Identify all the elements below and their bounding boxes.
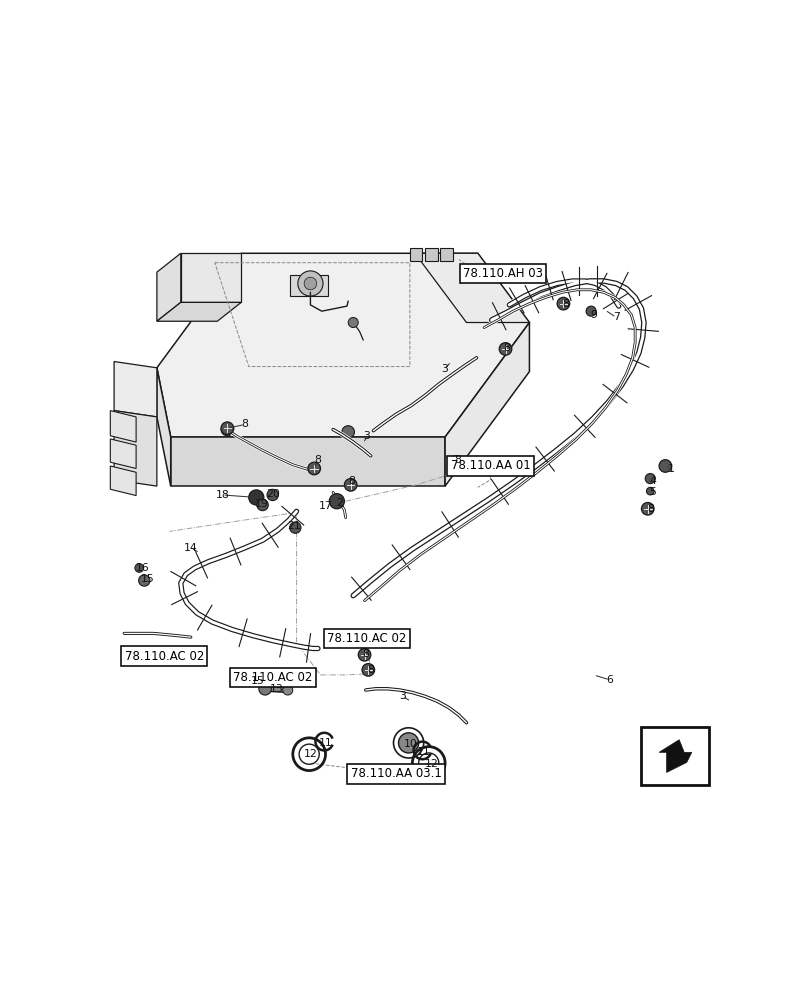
Circle shape [267,489,278,501]
Text: 4: 4 [649,476,655,486]
Circle shape [290,522,301,533]
Circle shape [135,564,144,572]
Polygon shape [114,362,157,417]
Text: 11: 11 [416,747,430,757]
Text: 8: 8 [362,649,369,659]
Circle shape [362,664,374,676]
Text: 9: 9 [590,310,596,320]
Text: 6: 6 [606,675,612,685]
Text: 8: 8 [503,343,509,353]
Text: 1: 1 [667,464,674,474]
Text: 78.110.AC 02: 78.110.AC 02 [233,671,312,684]
Text: 8: 8 [562,299,569,309]
Polygon shape [157,368,170,486]
Circle shape [586,306,595,316]
Text: 14: 14 [184,543,198,553]
Text: 8: 8 [453,455,461,465]
Text: 11: 11 [318,738,332,748]
Text: 8: 8 [348,476,355,486]
Text: 78.110.AC 02: 78.110.AC 02 [327,632,406,645]
Text: 78.110.AA 03.1: 78.110.AA 03.1 [350,767,441,780]
Circle shape [139,575,150,586]
Circle shape [341,426,354,438]
Text: 20: 20 [265,489,279,499]
Text: 21: 21 [287,521,301,531]
Circle shape [556,297,569,310]
Circle shape [448,456,461,469]
Text: 15: 15 [251,676,264,686]
Circle shape [298,271,323,296]
Text: 16: 16 [136,563,150,573]
Circle shape [646,487,653,495]
Circle shape [256,499,268,511]
Polygon shape [114,411,157,486]
Circle shape [249,673,260,684]
Polygon shape [265,686,287,693]
Circle shape [329,494,344,509]
Polygon shape [110,411,136,442]
Polygon shape [424,248,437,261]
Text: 2: 2 [336,498,342,508]
Polygon shape [157,253,181,321]
Circle shape [221,422,234,435]
Text: 13: 13 [269,684,283,694]
Text: 19: 19 [254,499,268,509]
Text: 10: 10 [404,739,418,749]
Polygon shape [440,248,452,261]
Polygon shape [414,253,529,323]
Text: 78.110.AC 02: 78.110.AC 02 [125,650,204,663]
Circle shape [259,682,271,695]
Text: 8: 8 [241,419,248,429]
Circle shape [645,474,654,484]
Circle shape [221,423,234,436]
Text: 18: 18 [215,490,229,500]
Text: 5: 5 [649,487,655,497]
Text: 17: 17 [318,501,332,511]
Text: 78.110.AH 03: 78.110.AH 03 [462,267,543,280]
Polygon shape [157,253,529,437]
Circle shape [248,490,264,505]
Text: 8: 8 [314,455,321,465]
Polygon shape [181,253,241,302]
Circle shape [344,479,357,491]
Circle shape [358,648,371,661]
Text: 3: 3 [398,691,406,701]
Circle shape [304,277,316,290]
Text: 3: 3 [440,364,448,374]
Circle shape [348,317,358,328]
Polygon shape [110,466,136,496]
Circle shape [499,343,511,355]
Polygon shape [659,740,691,772]
Text: 15: 15 [141,574,155,584]
Circle shape [398,733,418,753]
Polygon shape [170,437,444,486]
FancyBboxPatch shape [641,727,709,785]
Polygon shape [444,323,529,486]
Text: 12: 12 [424,759,438,769]
Text: 8: 8 [646,504,653,514]
Polygon shape [157,302,241,321]
Polygon shape [410,248,422,261]
Circle shape [307,462,320,475]
Text: 8: 8 [367,665,374,675]
Text: 3: 3 [363,431,370,441]
Circle shape [282,685,293,695]
Text: 12: 12 [303,749,317,759]
Circle shape [659,460,671,472]
Text: 78.110.AA 01: 78.110.AA 01 [450,459,530,472]
Circle shape [641,502,653,515]
Polygon shape [290,275,328,296]
Text: 7: 7 [612,312,619,322]
Polygon shape [110,439,136,469]
